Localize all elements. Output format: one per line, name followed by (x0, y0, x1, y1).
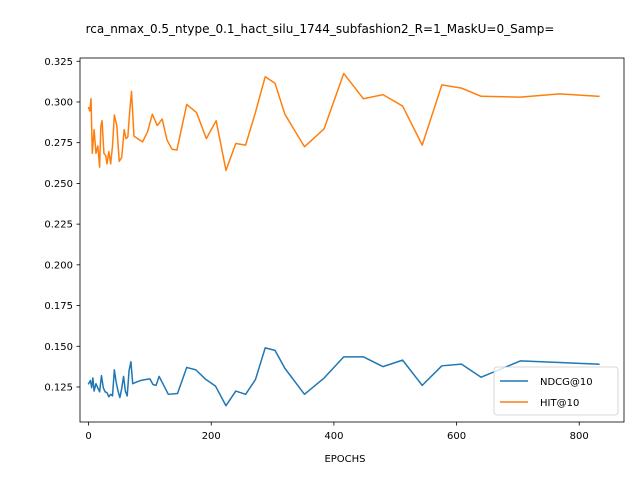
y-tick-label: 0.300 (44, 97, 73, 108)
y-tick-label: 0.225 (44, 220, 73, 231)
y-tick-label: 0.250 (44, 179, 73, 190)
y-tick-label: 0.275 (44, 138, 73, 149)
y-tick-label: 0.325 (44, 57, 73, 68)
y-axis-ticks: 0.125 0.150 0.175 0.200 0.225 0.250 0.275 0.300… (44, 57, 80, 393)
x-tick-label: 800 (570, 431, 589, 442)
x-axis-label: EPOCHS (324, 454, 365, 465)
chart-title: rca_nmax_0.5_ntype_0.1_hact_silu_1744_su… (86, 22, 555, 36)
series-lines (87, 72, 600, 407)
y-tick-label: 0.125 (44, 382, 73, 393)
legend-label-hit: HIT@10 (540, 398, 579, 409)
series-line-hit-10 (87, 72, 600, 172)
series-line-ndcg-10 (87, 347, 600, 407)
legend: NDCG@10 HIT@10 (493, 366, 619, 416)
x-tick-label: 400 (324, 431, 343, 442)
x-tick-label: 600 (447, 431, 466, 442)
x-tick-label: 0 (85, 431, 91, 442)
legend-label-ndcg: NDCG@10 (540, 377, 593, 388)
plot-area-frame (79, 57, 625, 423)
y-tick-label: 0.150 (44, 342, 73, 353)
y-tick-label: 0.175 (44, 301, 73, 312)
y-tick-label: 0.200 (44, 260, 73, 271)
x-tick-label: 200 (202, 431, 221, 442)
x-axis-ticks: 0 200 400 600 800 (85, 422, 589, 442)
legend-box (493, 366, 619, 416)
